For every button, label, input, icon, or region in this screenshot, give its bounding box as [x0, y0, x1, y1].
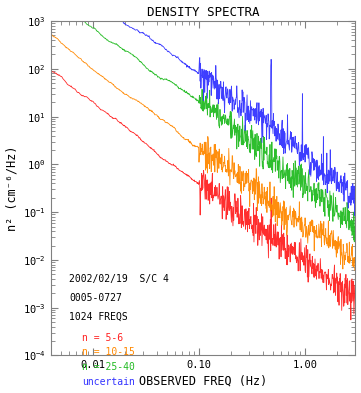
Text: uncertain: uncertain: [83, 377, 135, 387]
Text: n = 25-40: n = 25-40: [83, 362, 135, 372]
Text: 0005-0727: 0005-0727: [69, 293, 122, 303]
Text: n = 10-15: n = 10-15: [83, 347, 135, 357]
Title: DENSITY SPECTRA: DENSITY SPECTRA: [147, 6, 259, 18]
X-axis label: OBSERVED FREQ (Hz): OBSERVED FREQ (Hz): [139, 375, 267, 387]
Text: 2002/02/19  S/C 4: 2002/02/19 S/C 4: [69, 274, 169, 284]
Text: 1024 FREQS: 1024 FREQS: [69, 312, 128, 322]
Text: n = 5-6: n = 5-6: [83, 333, 123, 343]
Y-axis label: n² (cm⁻⁶/Hz): n² (cm⁻⁶/Hz): [5, 145, 18, 231]
